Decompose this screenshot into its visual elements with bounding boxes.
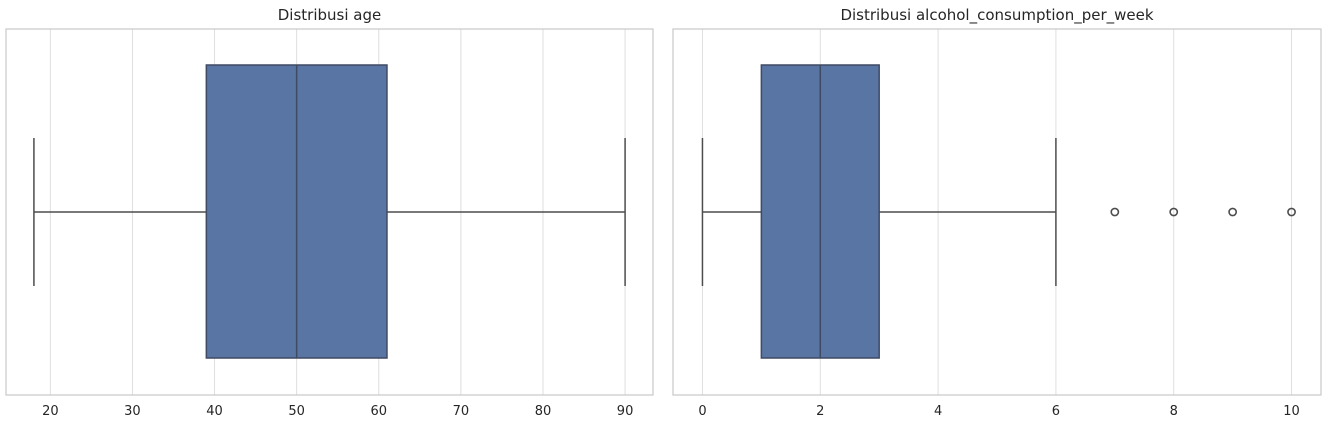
chart-title: Distribusi alcohol_consumption_per_week (840, 6, 1154, 24)
outlier-point (1110, 207, 1120, 217)
x-tick-label: 80 (535, 404, 552, 419)
plot-frame (672, 28, 1322, 396)
x-tick-label: 50 (288, 404, 305, 419)
x-tick-label: 6 (1052, 404, 1060, 419)
x-tick-label: 90 (617, 404, 634, 419)
x-tick-label: 8 (1170, 404, 1178, 419)
outlier-point (1169, 207, 1179, 217)
chart-panel-age: Distribusi age 20 30 40 50 60 70 80 90 (0, 0, 660, 429)
x-tick-label: 20 (42, 404, 59, 419)
x-tick-label: 10 (1283, 404, 1300, 419)
x-tick-label: 2 (816, 404, 824, 419)
x-tick-label: 0 (698, 404, 706, 419)
x-tick-label: 4 (934, 404, 942, 419)
chart-title: Distribusi age (277, 6, 382, 24)
x-tick-label: 40 (206, 404, 223, 419)
chart-age: 20 30 40 50 60 70 80 90 (5, 28, 654, 419)
x-tick-label: 60 (370, 404, 387, 419)
x-tick-label: 70 (453, 404, 470, 419)
plot-frame (5, 28, 654, 396)
outlier-point (1287, 207, 1296, 217)
outlier-point (1228, 207, 1238, 217)
x-tick-label: 30 (124, 404, 141, 419)
